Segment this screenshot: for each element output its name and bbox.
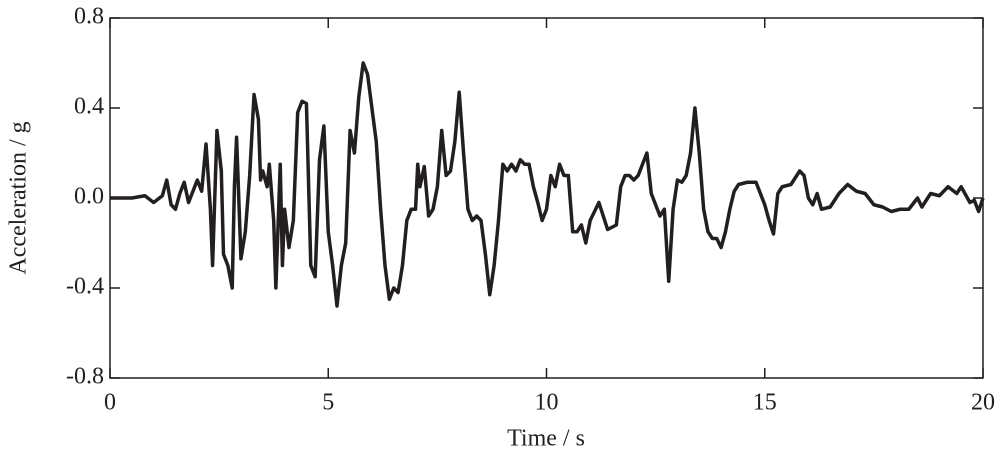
y-tick-label: -0.8: [66, 364, 104, 390]
x-tick-label: 0: [104, 390, 116, 416]
y-tick-label: 0.4: [74, 94, 104, 120]
y-tick-label: 0.0: [74, 184, 104, 210]
data-line: [110, 61, 985, 308]
x-axis-label: Time / s: [507, 426, 585, 452]
x-tick-label: 15: [753, 390, 777, 416]
x-tick-label: 20: [971, 390, 995, 416]
x-tick-label: 5: [322, 390, 334, 416]
y-tick-label: -0.4: [66, 274, 104, 300]
y-tick-label: 0.8: [74, 4, 104, 30]
y-axis-label: Acceleration / g: [6, 121, 32, 274]
x-tick-label: 10: [535, 390, 559, 416]
